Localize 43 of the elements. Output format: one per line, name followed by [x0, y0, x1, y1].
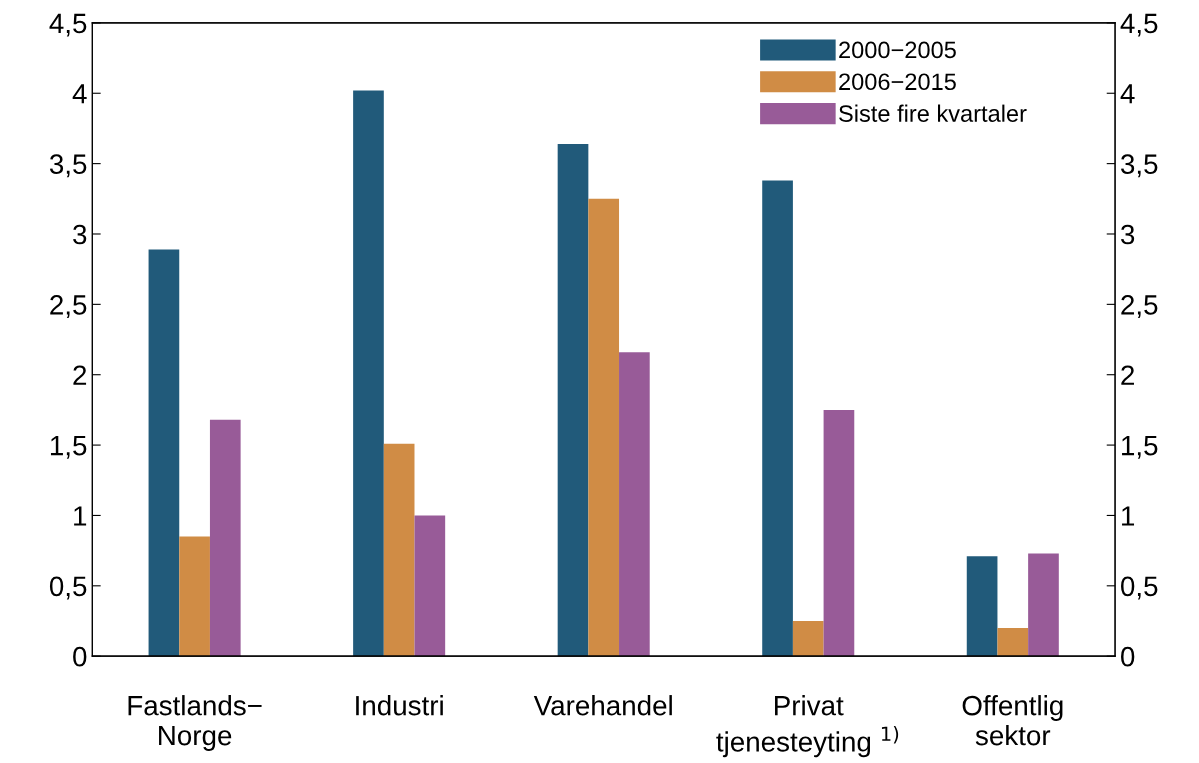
x-tick-label: Privat tjenesteyting $^{1)}$ [716, 695, 899, 758]
bar [414, 515, 446, 657]
bar [353, 90, 384, 657]
y2-tick-label: 2 [1121, 365, 1134, 385]
bar [762, 180, 793, 657]
bar [148, 249, 180, 657]
y-tick-label: 4 [72, 84, 87, 104]
bar [588, 198, 620, 657]
y2-tick-label: 1 [1122, 506, 1135, 526]
bar [792, 621, 824, 657]
y-tick-label: 2 [73, 365, 87, 385]
y-tick-label: 3,5 [49, 154, 87, 178]
bar [1028, 553, 1059, 657]
bar [209, 419, 241, 657]
y2-tick-label: 1,5 [1122, 436, 1158, 459]
y2-tick-label: 0,5 [1121, 576, 1158, 600]
y2-tick-label: 3 [1120, 224, 1135, 245]
x-tick-label: Offentlig sektor [962, 695, 1063, 746]
y-tick-label: 0 [73, 646, 87, 667]
y-tick-label: 1 [74, 506, 87, 526]
y-tick-label: 0,5 [49, 576, 87, 600]
x-tick-label: Varehandel [533, 695, 672, 716]
y-tick-label: 4,5 [49, 13, 87, 37]
bar [823, 409, 855, 657]
y2-tick-label: 0 [1121, 646, 1135, 667]
x-tick-label: Industri [356, 695, 443, 716]
bar [557, 143, 589, 657]
y2-tick-label: 2,5 [1121, 295, 1158, 318]
x-tick-label: Fastlands− Norge [128, 695, 262, 751]
y-tick-label: 2,5 [50, 295, 87, 318]
y2-tick-label: 3,5 [1120, 154, 1158, 178]
bar [997, 628, 1029, 657]
bar [966, 556, 998, 657]
bar [619, 352, 650, 657]
legend-label: Siste fire kvartaler [839, 104, 1027, 122]
y2-tick-label: 4 [1120, 84, 1135, 104]
y-tick-label: 1,5 [50, 436, 87, 459]
bar [383, 443, 415, 657]
legend-label: 2000−2005 [839, 41, 956, 59]
y-tick-label: 3 [73, 224, 87, 245]
y2-tick-label: 4,5 [1120, 13, 1158, 37]
bar [179, 536, 210, 657]
legend-label: 2006−2015 [839, 73, 956, 91]
